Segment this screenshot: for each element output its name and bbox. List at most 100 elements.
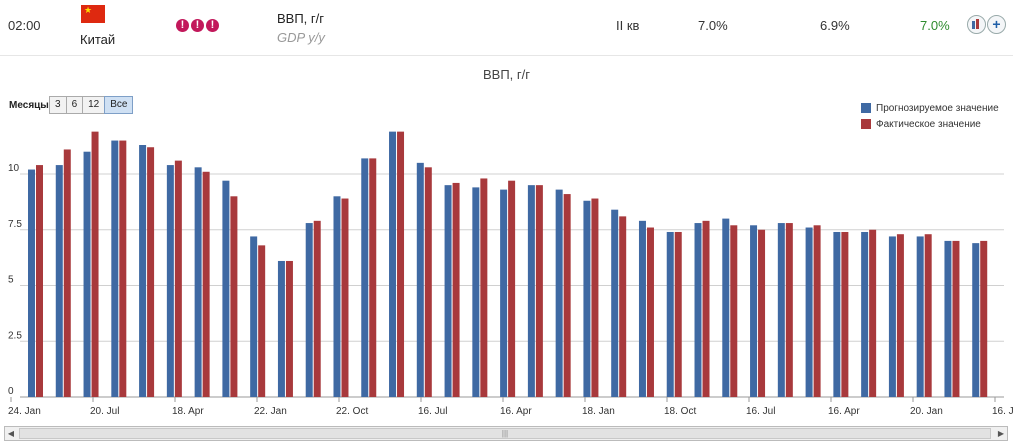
forecast-bar (944, 240, 952, 397)
actual-bar (980, 240, 988, 397)
forecast-bar (805, 227, 813, 397)
scrollbar-thumb[interactable]: ||| (19, 428, 991, 439)
actual-bar (258, 245, 266, 397)
x-tick-label: 16. Jul (418, 406, 447, 417)
actual-bar (119, 140, 127, 398)
forecast-bar (666, 231, 674, 397)
forecast-bar (611, 209, 619, 397)
chart-icon[interactable] (967, 15, 986, 34)
actual-bar (230, 196, 238, 397)
actual-bar (341, 198, 349, 397)
forecast-bar (888, 236, 896, 397)
actual-bar (91, 131, 99, 397)
legend-item-actual[interactable]: Фактическое значение (861, 116, 999, 132)
range-button-all[interactable]: Все (104, 96, 134, 114)
forecast-bar (361, 158, 369, 397)
actual-bar (674, 231, 682, 397)
actual-bar (730, 225, 738, 397)
actual-bar (646, 227, 654, 397)
x-tick-label: 24. Jan (8, 406, 41, 417)
x-tick-label: 22. Jan (254, 406, 287, 417)
forecast-bar (527, 185, 535, 397)
importance-indicator: ! ! ! (176, 19, 219, 32)
actual-bar (63, 149, 71, 397)
forecast-bar (694, 223, 702, 397)
forecast-bar (28, 169, 35, 397)
y-tick-label: 2.5 (8, 330, 22, 341)
forecast-bar (389, 131, 397, 397)
importance-mark: ! (176, 19, 189, 32)
x-tick-label: 16. Apr (828, 406, 860, 417)
scroll-left-icon[interactable]: ◀ (7, 429, 15, 438)
legend-swatch (861, 119, 871, 129)
actual-bar (563, 194, 571, 397)
forecast-bar (277, 260, 285, 397)
x-tick-label: 18. Apr (172, 406, 204, 417)
range-label: Месяцы (9, 100, 49, 111)
actual-value: 7.0% (920, 18, 950, 33)
scroll-right-icon[interactable]: ▶ (997, 429, 1005, 438)
forecast-bar (305, 223, 313, 397)
forecast-bar (333, 196, 341, 397)
legend-swatch (861, 103, 871, 113)
actual-bar (480, 178, 488, 397)
previous-value: 7.0% (698, 18, 728, 33)
forecast-value: 6.9% (820, 18, 850, 33)
forecast-bar (722, 218, 730, 397)
actual-bar (174, 160, 182, 397)
x-tick-label: 16. Jul (992, 406, 1013, 417)
forecast-bar (139, 145, 147, 397)
china-flag-icon: ★ (81, 5, 105, 23)
actual-bar (952, 240, 960, 397)
y-tick-label: 0 (8, 386, 14, 397)
forecast-bar (166, 165, 174, 397)
forecast-bar (583, 200, 591, 397)
forecast-bar (861, 231, 869, 397)
actual-bar (924, 234, 932, 397)
forecast-bar (83, 151, 91, 397)
forecast-bar (416, 162, 424, 397)
actual-bar (869, 229, 877, 397)
chart-title: ВВП, г/г (482, 67, 530, 82)
forecast-bar (222, 180, 230, 397)
actual-bar (813, 225, 821, 397)
x-tick-label: 16. Apr (500, 406, 532, 417)
forecast-bar (777, 223, 785, 397)
actual-bar (841, 231, 849, 397)
forecast-bar (750, 225, 758, 397)
y-tick-label: 7.5 (8, 219, 22, 230)
actual-bar (785, 223, 793, 397)
y-tick-label: 5 (8, 275, 14, 286)
actual-bar (147, 147, 155, 397)
x-tick-label: 20. Jan (910, 406, 943, 417)
x-tick-label: 22. Oct (336, 406, 368, 417)
x-tick-label: 20. Jul (90, 406, 119, 417)
forecast-bar (638, 220, 646, 397)
event-period: II кв (616, 18, 640, 33)
add-icon[interactable]: + (987, 15, 1006, 34)
actual-bar (535, 185, 543, 397)
forecast-bar (555, 189, 563, 397)
forecast-bar (250, 236, 258, 397)
actual-bar (424, 167, 432, 397)
legend-label: Фактическое значение (876, 118, 981, 130)
forecast-bar (500, 189, 508, 397)
event-country: Китай (80, 32, 116, 47)
chart-scrollbar[interactable]: ◀ ||| ▶ (4, 426, 1008, 441)
range-selector: 3 6 12 Все (49, 96, 134, 114)
actual-bar (619, 216, 627, 397)
indicator-name[interactable]: ВВП, г/г (277, 11, 325, 26)
legend-item-forecast[interactable]: Прогнозируемое значение (861, 100, 999, 116)
forecast-bar (472, 187, 480, 397)
forecast-bar (972, 243, 980, 397)
x-tick-label: 18. Jan (582, 406, 615, 417)
event-time: 02:00 (8, 18, 41, 33)
legend-label: Прогнозируемое значение (876, 102, 999, 114)
x-tick-label: 16. Jul (746, 406, 775, 417)
x-tick-label: 18. Oct (664, 406, 696, 417)
y-tick-label: 10 (8, 163, 20, 174)
forecast-bar (55, 165, 63, 397)
indicator-subtitle: GDP y/y (277, 30, 325, 45)
forecast-bar (194, 167, 202, 397)
actual-bar (369, 158, 377, 397)
